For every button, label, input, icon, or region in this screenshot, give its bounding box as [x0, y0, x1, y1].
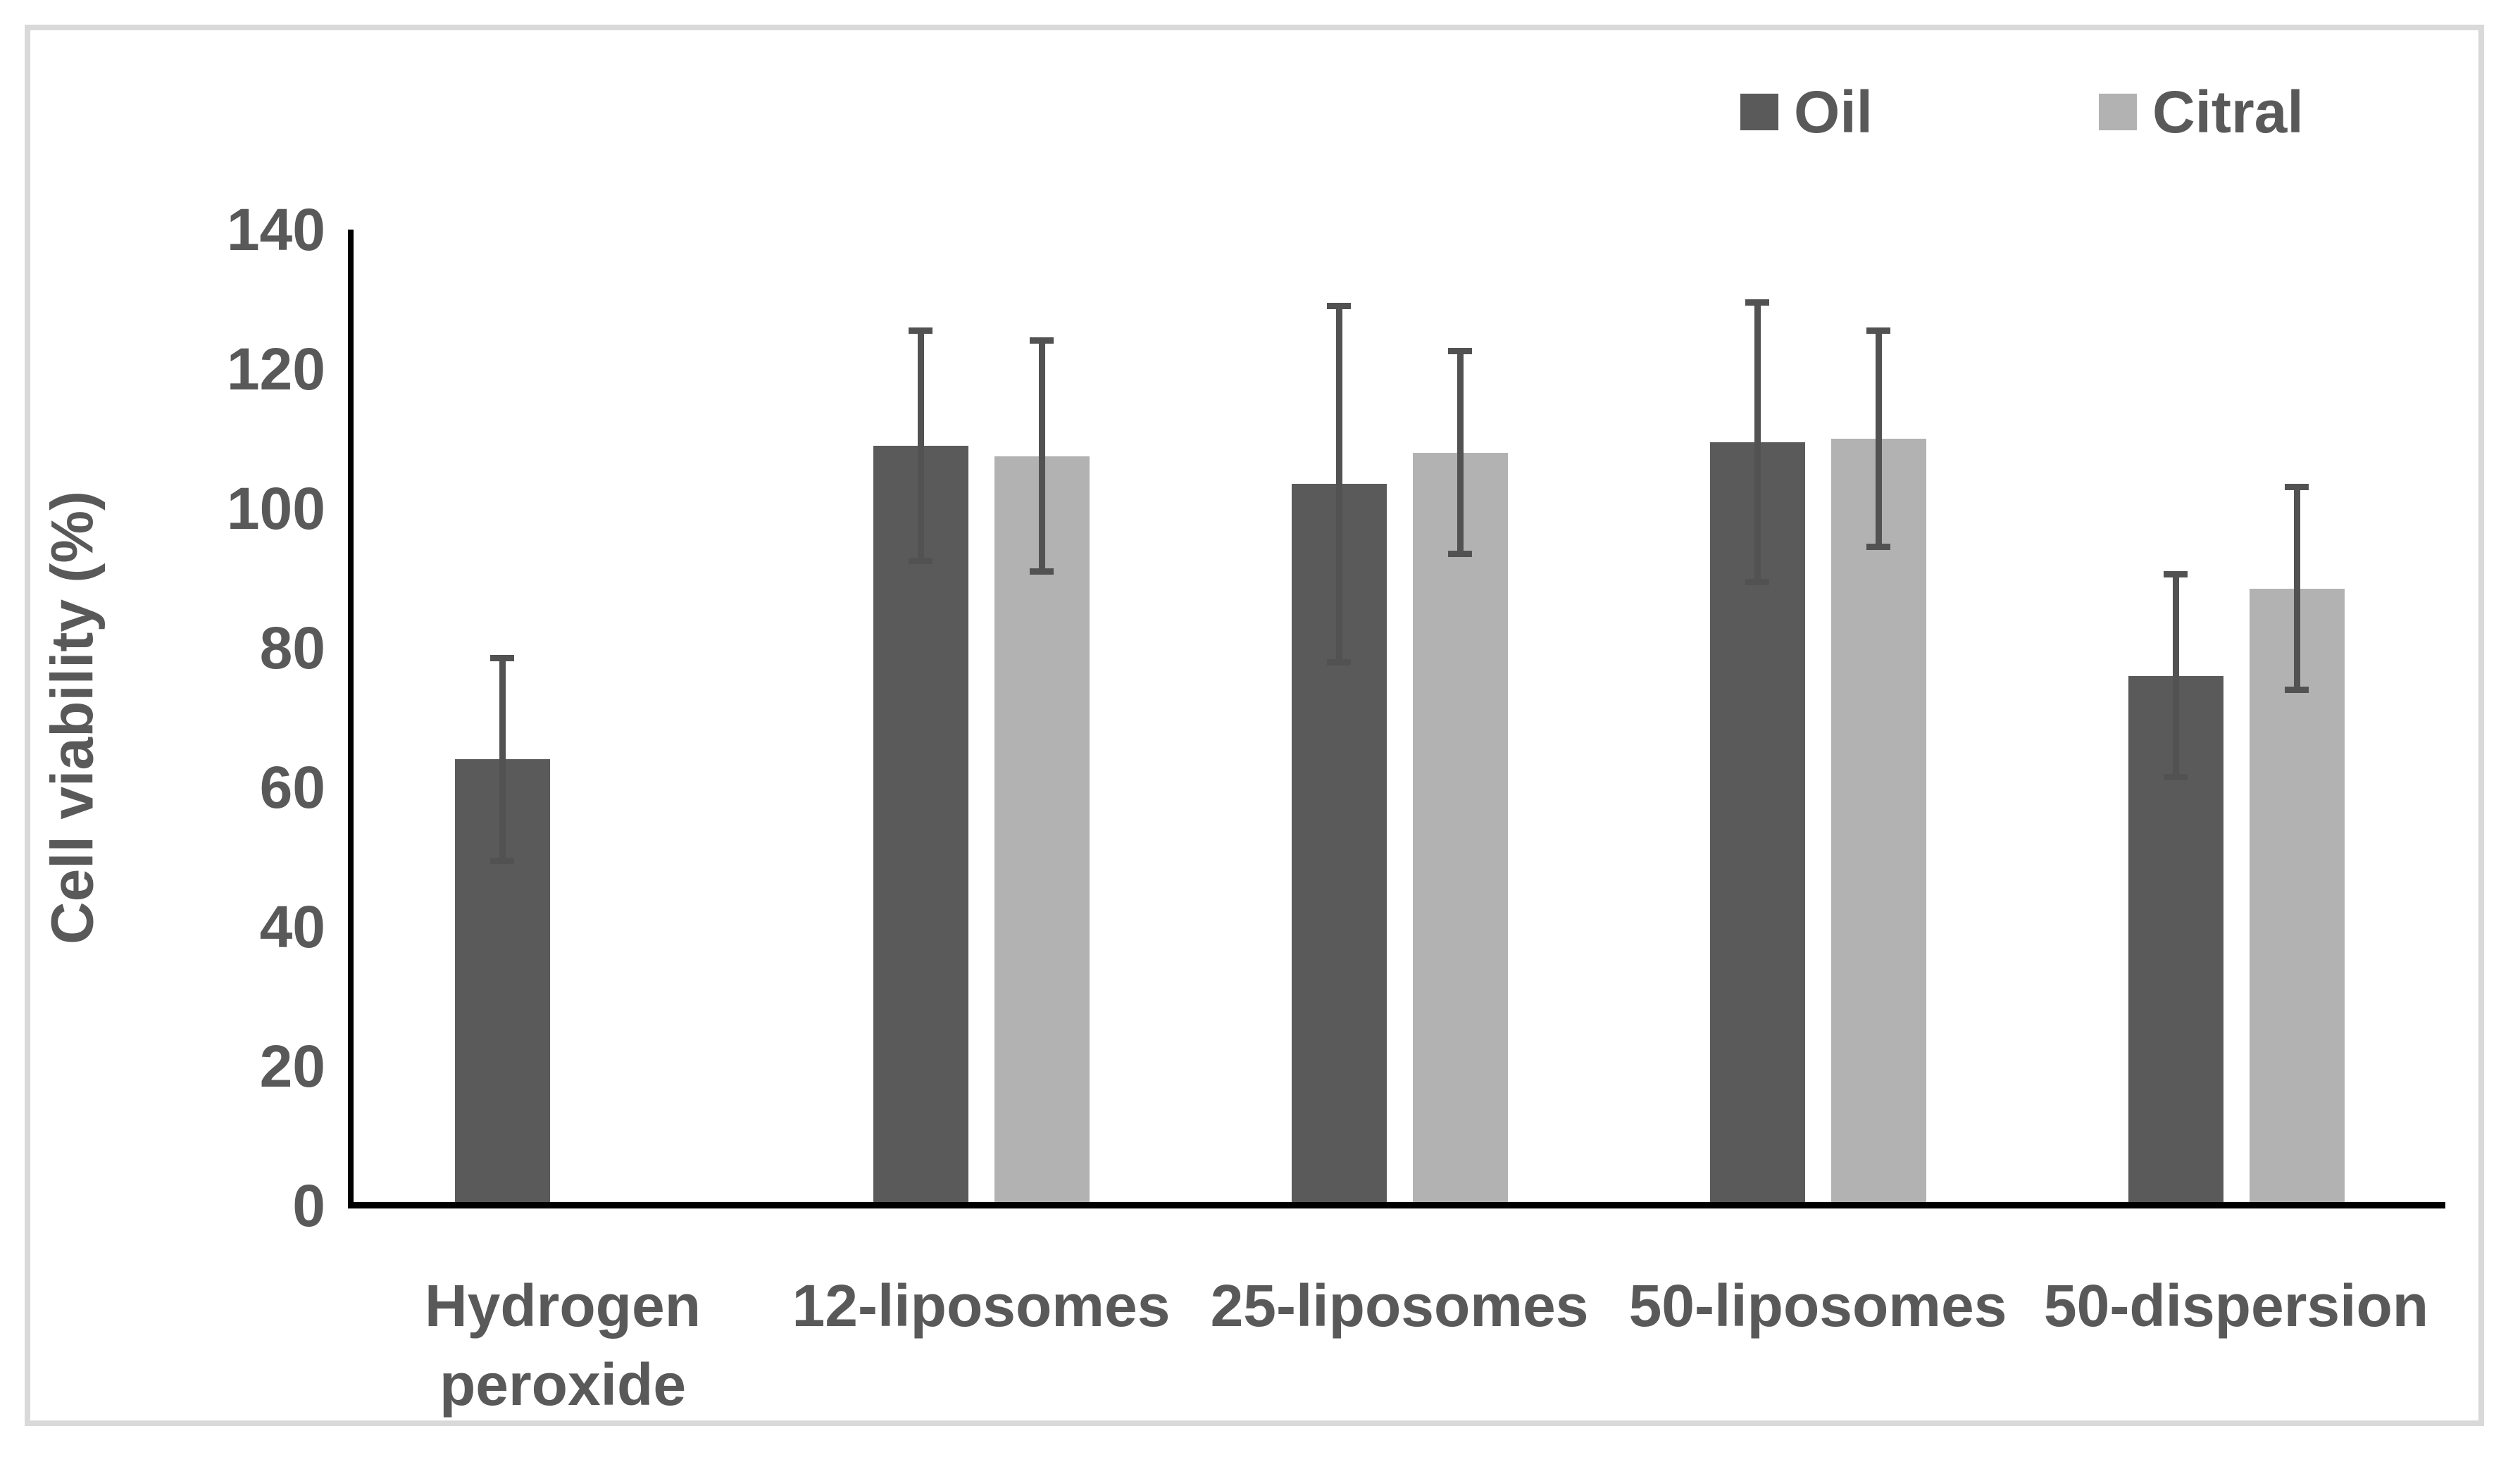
error-bar-bottom-cap [2164, 774, 2188, 781]
chart-border [25, 25, 2484, 1426]
error-bar-top-cap [1030, 337, 1054, 344]
error-bar-top-cap [490, 654, 514, 661]
y-tick-label: 0 [292, 1173, 325, 1239]
legend-swatch-oil-icon [1740, 94, 1778, 130]
y-axis-title: Cell viability (%) [39, 490, 106, 945]
x-axis-label: 50-liposomes [1628, 1273, 2007, 1339]
error-bar-bottom-cap [1327, 658, 1351, 666]
legend-swatch-citral-icon [2099, 94, 2137, 130]
x-axis-line [348, 1202, 2445, 1208]
bar-citral [1412, 452, 1508, 1206]
x-axis-label: 25-liposomes [1210, 1273, 1589, 1339]
error-bar-top-cap [1866, 327, 1890, 334]
error-bar-bottom-cap [1030, 568, 1054, 575]
bar-oil [873, 445, 968, 1206]
bar-citral [994, 456, 1090, 1206]
legend-item-citral: Citral [2099, 79, 2304, 145]
error-bar-top-cap [1745, 299, 1769, 306]
error-bar-top-cap [2164, 571, 2188, 578]
error-bar-line [2172, 571, 2179, 781]
error-bar-line [917, 327, 924, 565]
error-bar-bottom-cap [2285, 687, 2309, 694]
x-axis-label: Hydrogen peroxide [424, 1273, 701, 1418]
y-axis-line [348, 230, 354, 1208]
y-tick-label: 100 [226, 475, 325, 542]
legend-item-oil: Oil [1740, 79, 1873, 145]
error-bar-bottom-cap [1448, 551, 1472, 558]
error-bar-top-cap [1327, 302, 1351, 309]
y-tick-label: 120 [226, 336, 325, 402]
bar-citral [1830, 439, 1926, 1206]
error-bar-bottom-cap [1745, 578, 1769, 585]
y-tick-label: 20 [259, 1033, 325, 1099]
y-tick-label: 40 [259, 894, 325, 960]
error-bar-line [499, 654, 506, 864]
legend-label-citral: Citral [2152, 79, 2304, 145]
error-bar-bottom-cap [909, 558, 932, 565]
y-tick-label: 140 [226, 196, 325, 263]
y-tick-label: 60 [259, 754, 325, 820]
error-bar-top-cap [1448, 348, 1472, 355]
x-axis-label: 50-dispersion [2043, 1273, 2429, 1339]
y-tick-label: 80 [259, 615, 325, 681]
error-bar-line [1754, 299, 1761, 585]
error-bar-bottom-cap [490, 857, 514, 864]
error-bar-line [1335, 302, 1342, 666]
error-bar-line [1038, 337, 1045, 575]
error-bar-top-cap [909, 327, 932, 334]
error-bar-line [1457, 348, 1464, 558]
error-bar-line [2293, 484, 2300, 694]
legend-label-oil: Oil [1794, 79, 1873, 145]
x-axis-label: 12-liposomes [792, 1273, 1171, 1339]
error-bar-top-cap [2285, 484, 2309, 491]
error-bar-line [1875, 327, 1882, 551]
error-bar-bottom-cap [1866, 544, 1890, 551]
